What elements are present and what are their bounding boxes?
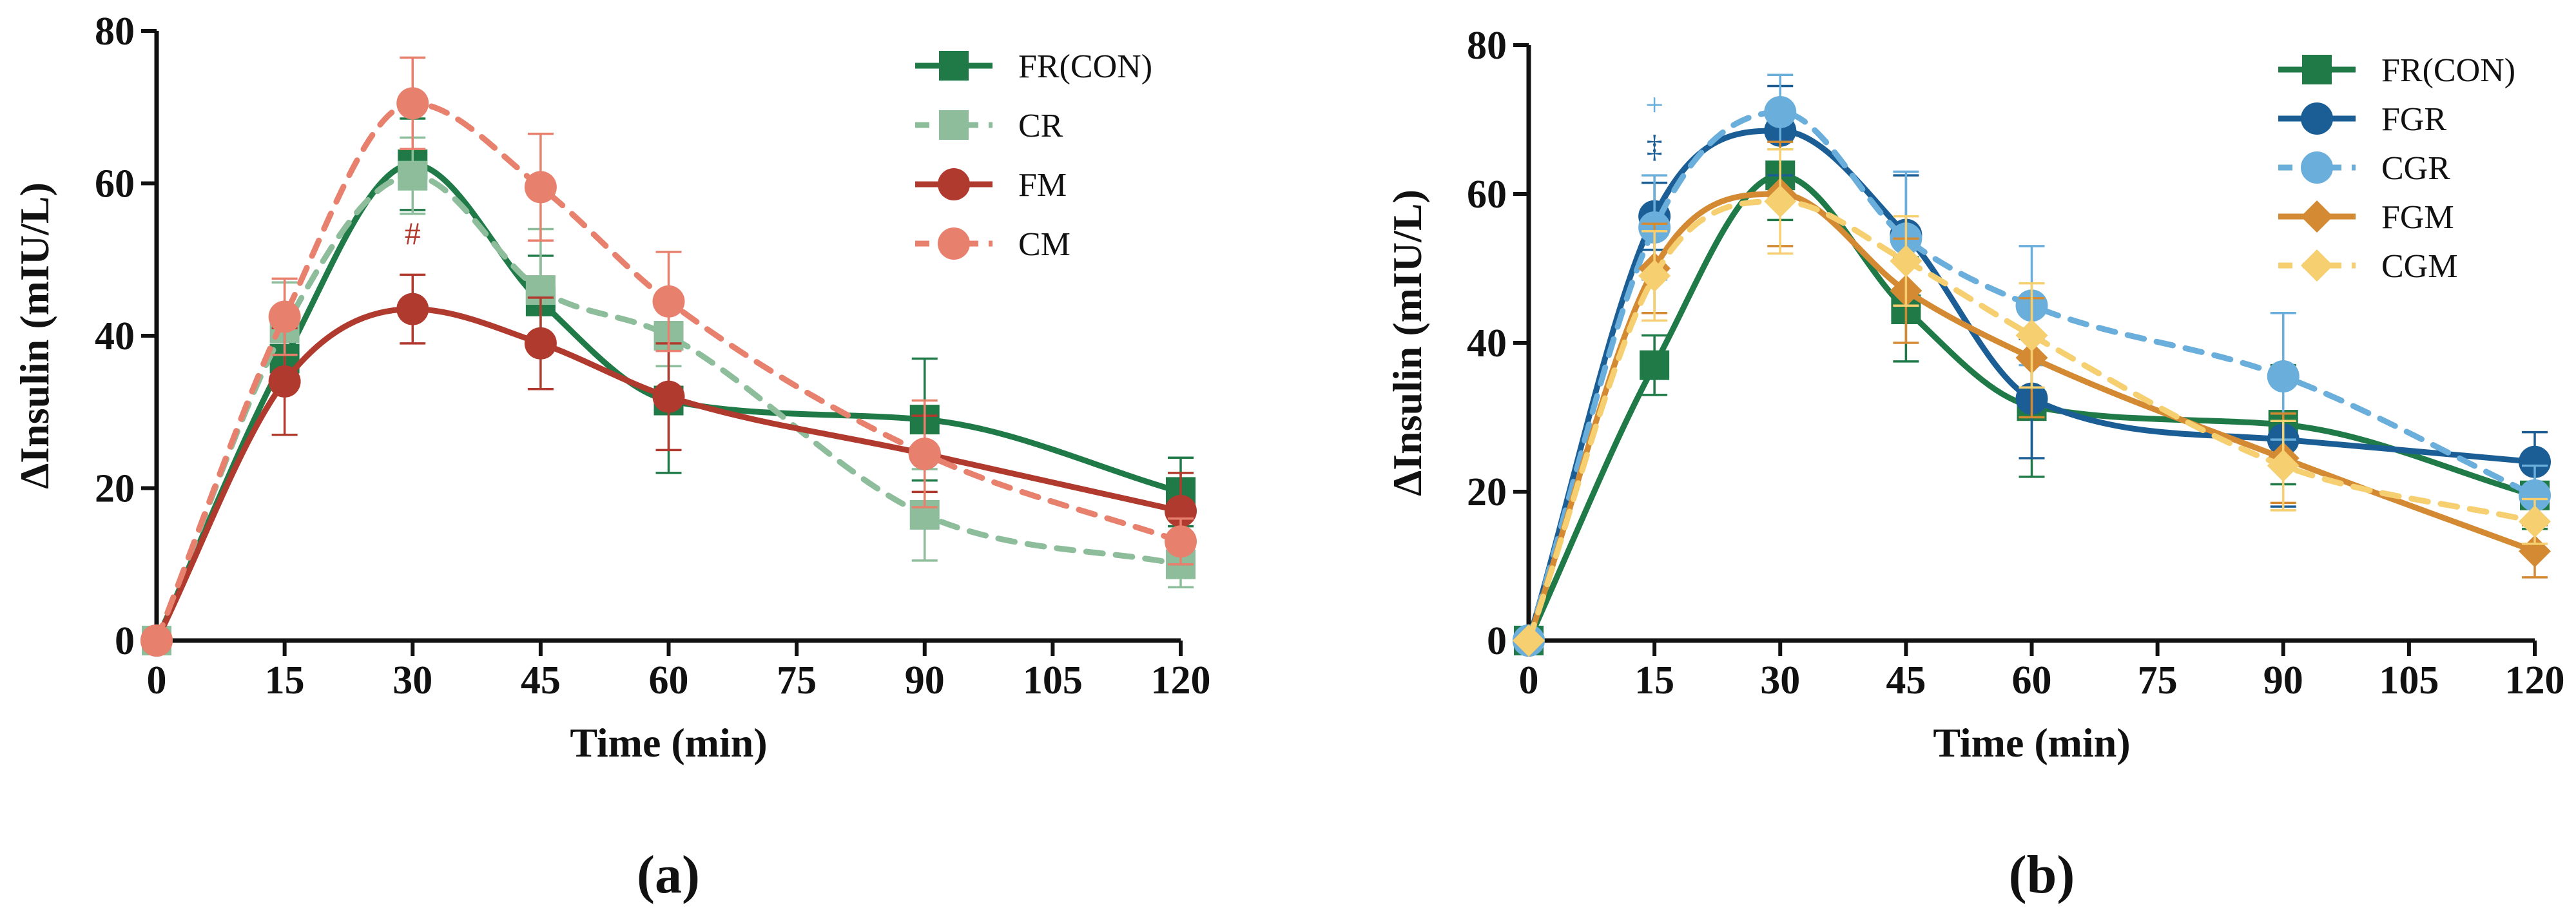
chart-0-legend-item: FR(CON) bbox=[915, 48, 1152, 85]
data-point bbox=[2519, 479, 2551, 512]
chart-0-x-tick-label: 120 bbox=[1151, 659, 1211, 702]
legend-label: CM bbox=[1018, 226, 1070, 263]
chart-1-x-tick-label: 60 bbox=[2012, 659, 2052, 702]
chart-1-annotation: + bbox=[1645, 87, 1663, 123]
chart-0-y-tick-label: 20 bbox=[95, 467, 135, 511]
chart-1-annotation: ‡ bbox=[1647, 128, 1663, 164]
legend-marker bbox=[2301, 151, 2333, 184]
data-point bbox=[1764, 95, 1797, 128]
data-point bbox=[398, 160, 428, 191]
data-point bbox=[652, 380, 685, 413]
data-point bbox=[268, 365, 301, 398]
legend-label: FR(CON) bbox=[1018, 48, 1152, 85]
chart-0-x-tick-label: 0 bbox=[147, 659, 167, 702]
chart-0-legend-item: FM bbox=[915, 167, 1067, 204]
legend-label: FGR bbox=[2381, 101, 2446, 138]
chart-1-x-tick-label: 45 bbox=[1886, 659, 1926, 702]
legend-label: FM bbox=[1018, 167, 1067, 204]
chart-1-y-tick-label: 60 bbox=[1467, 173, 1507, 217]
data-point bbox=[2519, 505, 2551, 538]
data-point bbox=[2267, 360, 2300, 392]
data-point bbox=[1513, 624, 1545, 657]
chart-0-legend-item: CR bbox=[915, 108, 1063, 144]
chart-1-x-axis-title: Time (min) bbox=[1933, 720, 2130, 766]
data-point bbox=[1638, 260, 1671, 293]
chart-1-x-tick-label: 75 bbox=[2138, 659, 2178, 702]
chart-0-y-tick-label: 40 bbox=[95, 314, 135, 358]
data-point bbox=[524, 327, 557, 360]
chart-1-y-tick-label: 40 bbox=[1467, 322, 1507, 365]
chart-1-legend-item: CGR bbox=[2278, 150, 2450, 187]
legend-marker bbox=[939, 110, 969, 140]
legend-marker bbox=[2301, 249, 2333, 282]
panel-b-chart: 0 15 30 45 60 75 90 105 120 0 20 40 60 80 Time (min) ΔI… bbox=[1384, 24, 2565, 905]
chart-0-x-tick-label: 60 bbox=[649, 659, 689, 702]
data-point bbox=[2519, 445, 2551, 478]
legend-marker bbox=[939, 51, 969, 81]
legend-label: CR bbox=[1018, 108, 1063, 144]
legend-marker bbox=[2302, 55, 2332, 84]
chart-1-x-tick-label: 30 bbox=[1760, 659, 1800, 702]
chart-1-x-tick-label: 120 bbox=[2505, 659, 2565, 702]
chart-0-x-axis-title: Time (min) bbox=[570, 720, 767, 766]
chart-1-x-tick-label: 105 bbox=[2379, 659, 2439, 702]
chart-0-x-tick-label: 90 bbox=[905, 659, 945, 702]
chart-1-y-tick-label: 20 bbox=[1467, 470, 1507, 514]
data-point bbox=[268, 300, 301, 333]
panel-a-chart: 0 15 30 45 60 75 90 105 120 0 20 40 60 80 Time (min) ΔI… bbox=[12, 10, 1211, 905]
chart-0-series-cm bbox=[140, 56, 1197, 657]
chart-0-x-tick-label: 105 bbox=[1023, 659, 1083, 702]
chart-0-y-axis-title: ΔInsulin (mIU/L) bbox=[12, 182, 57, 489]
legend-label: FR(CON) bbox=[2381, 52, 2515, 89]
data-point bbox=[1890, 244, 1922, 277]
data-point bbox=[140, 624, 173, 657]
chart-1-x-tick-label: 15 bbox=[1634, 659, 1674, 702]
chart-1-series-cgm bbox=[1513, 148, 2551, 657]
data-point bbox=[1764, 185, 1797, 218]
chart-1-legend-item: CGM bbox=[2278, 248, 2457, 285]
data-point bbox=[524, 171, 557, 204]
chart-0-x-tick-label: 75 bbox=[777, 659, 817, 702]
chart-0-annotation: # bbox=[405, 215, 421, 251]
legend-marker bbox=[938, 168, 970, 200]
chart-1-panel-label: (b) bbox=[2009, 845, 2075, 905]
chart-1-x-tick-label: 0 bbox=[1519, 659, 1539, 702]
chart-1-legend-item: FR(CON) bbox=[2278, 52, 2515, 89]
chart-0-x-tick-label: 30 bbox=[392, 659, 432, 702]
legend-marker bbox=[938, 227, 970, 260]
chart-0-panel-label: (a) bbox=[637, 845, 700, 905]
data-point bbox=[396, 293, 429, 325]
legend-marker bbox=[2301, 200, 2333, 233]
legend-marker bbox=[2301, 102, 2333, 135]
data-point bbox=[1640, 350, 1670, 380]
chart-1-x-tick-label: 90 bbox=[2263, 659, 2303, 702]
chart-1-y-tick-label: 0 bbox=[1487, 619, 1507, 663]
legend-label: CGM bbox=[2381, 248, 2457, 285]
chart-1-y-tick-label: 80 bbox=[1467, 24, 1507, 68]
data-point bbox=[1165, 525, 1197, 558]
chart-0-x-tick-label: 45 bbox=[521, 659, 561, 702]
legend-label: CGR bbox=[2381, 150, 2450, 187]
chart-0-legend-item: CM bbox=[915, 226, 1070, 263]
data-point bbox=[652, 285, 685, 318]
data-point bbox=[2267, 449, 2300, 482]
chart-0-y-tick-label: 0 bbox=[115, 619, 135, 663]
chart-0-x-tick-label: 15 bbox=[265, 659, 305, 702]
chart-0-y-tick-label: 60 bbox=[95, 162, 135, 206]
chart-1-legend-item: FGR bbox=[2278, 101, 2446, 138]
legend-label: FGM bbox=[2381, 199, 2454, 236]
data-point bbox=[908, 438, 941, 470]
data-point bbox=[2015, 319, 2048, 352]
chart-1-legend-item: FGM bbox=[2278, 199, 2454, 236]
chart-0-y-tick-label: 80 bbox=[95, 10, 135, 53]
data-point bbox=[396, 87, 429, 120]
chart-1-y-axis-title: ΔInsulin (mIU/L) bbox=[1384, 189, 1430, 496]
